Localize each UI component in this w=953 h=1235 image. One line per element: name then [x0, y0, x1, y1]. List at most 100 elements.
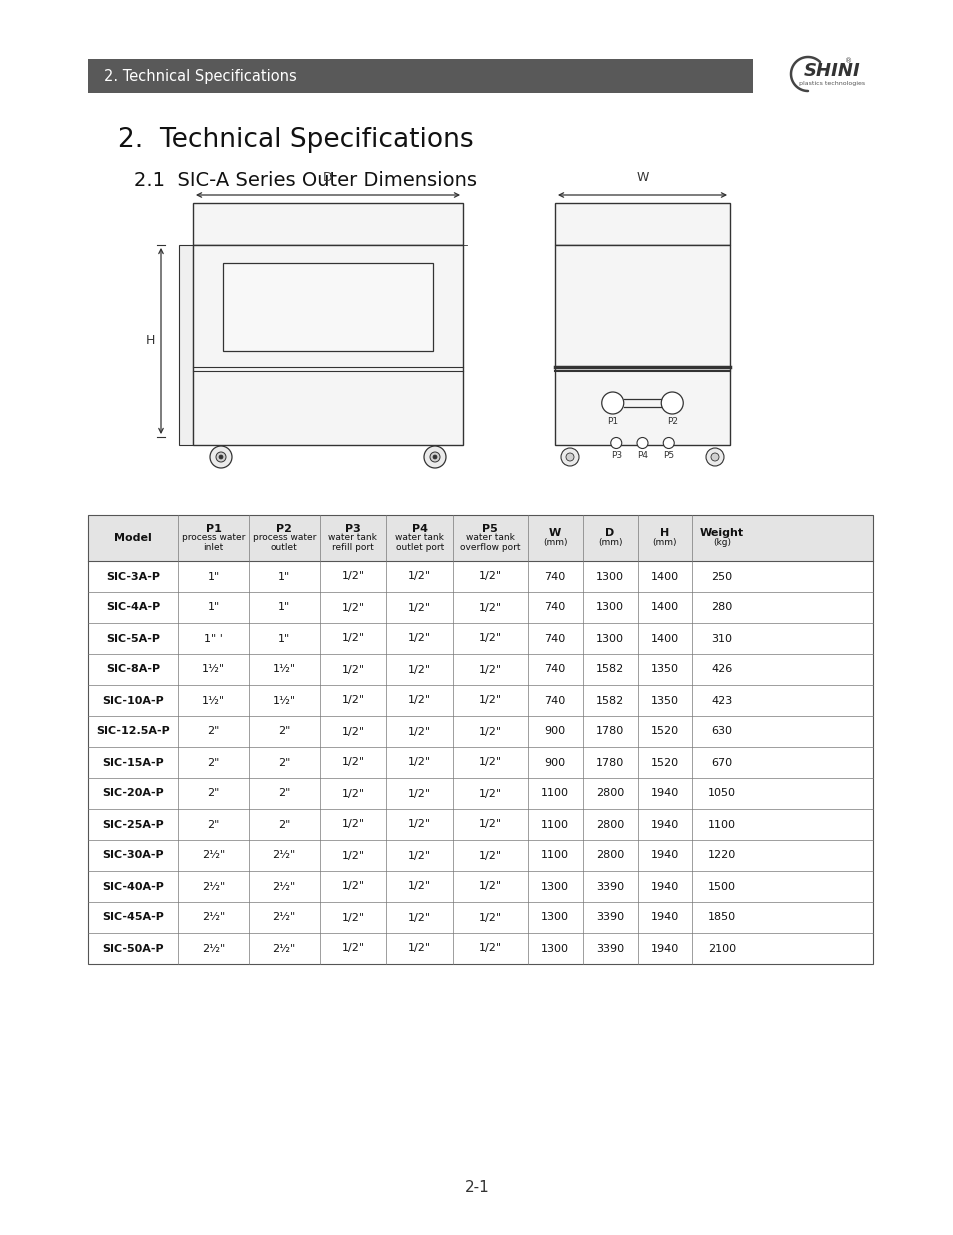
- Text: 426: 426: [711, 664, 732, 674]
- Text: 1/2": 1/2": [478, 944, 501, 953]
- Text: D: D: [323, 170, 333, 184]
- Text: 250: 250: [711, 572, 732, 582]
- Text: 1/2": 1/2": [478, 757, 501, 767]
- Text: P1: P1: [606, 416, 618, 426]
- Text: 1/2": 1/2": [478, 913, 501, 923]
- Text: 740: 740: [544, 695, 565, 705]
- Text: overflow port: overflow port: [459, 543, 520, 552]
- Text: P4: P4: [637, 452, 647, 461]
- Text: 1/2": 1/2": [408, 634, 431, 643]
- Text: D: D: [605, 529, 614, 538]
- Text: 1050: 1050: [707, 788, 735, 799]
- Text: SIC-5A-P: SIC-5A-P: [106, 634, 160, 643]
- Text: 1/2": 1/2": [341, 944, 364, 953]
- Text: 1300: 1300: [596, 572, 623, 582]
- Text: 1¹⁄₂": 1¹⁄₂": [202, 664, 225, 674]
- Text: 1520: 1520: [650, 757, 679, 767]
- Text: 1780: 1780: [596, 726, 623, 736]
- Text: 1940: 1940: [650, 851, 679, 861]
- Circle shape: [660, 391, 682, 414]
- Bar: [193, 203, 462, 245]
- Bar: [223, 263, 433, 267]
- Text: 1/2": 1/2": [408, 695, 431, 705]
- Text: 2800: 2800: [596, 788, 623, 799]
- Text: 3390: 3390: [596, 944, 623, 953]
- Text: SIC-40A-P: SIC-40A-P: [102, 882, 164, 892]
- Text: 2100: 2100: [707, 944, 735, 953]
- Text: 1¹⁄₂": 1¹⁄₂": [202, 695, 225, 705]
- Text: 1/2": 1/2": [408, 944, 431, 953]
- Text: 3390: 3390: [596, 913, 623, 923]
- Text: 1940: 1940: [650, 820, 679, 830]
- Text: 1300: 1300: [540, 913, 569, 923]
- Text: 280: 280: [711, 603, 732, 613]
- Text: P3: P3: [610, 452, 621, 461]
- Text: 1/2": 1/2": [478, 603, 501, 613]
- Text: 1/2": 1/2": [408, 572, 431, 582]
- Text: 1780: 1780: [596, 757, 623, 767]
- Text: 2¹⁄₂": 2¹⁄₂": [202, 944, 225, 953]
- Text: 670: 670: [711, 757, 732, 767]
- Circle shape: [601, 391, 623, 414]
- Text: 2¹⁄₂": 2¹⁄₂": [273, 851, 295, 861]
- Bar: [193, 245, 462, 445]
- Text: P5: P5: [662, 452, 674, 461]
- Text: 1/2": 1/2": [478, 851, 501, 861]
- Text: 1/2": 1/2": [408, 788, 431, 799]
- Text: P2: P2: [666, 416, 677, 426]
- Text: 2¹⁄₂": 2¹⁄₂": [202, 913, 225, 923]
- Bar: [555, 203, 729, 245]
- Text: 1500: 1500: [707, 882, 735, 892]
- Text: water tank: water tank: [465, 534, 515, 542]
- Circle shape: [215, 452, 226, 462]
- Text: 1400: 1400: [650, 572, 679, 582]
- Text: 2": 2": [277, 788, 290, 799]
- Text: 1300: 1300: [596, 634, 623, 643]
- Text: 1300: 1300: [596, 603, 623, 613]
- Bar: [88, 515, 872, 965]
- Text: 1582: 1582: [596, 695, 623, 705]
- Circle shape: [560, 448, 578, 466]
- Circle shape: [610, 437, 621, 448]
- Text: 1": 1": [278, 603, 290, 613]
- Text: SIC-3A-P: SIC-3A-P: [106, 572, 160, 582]
- Text: 1/2": 1/2": [478, 820, 501, 830]
- Text: 1520: 1520: [650, 726, 679, 736]
- Text: 1/2": 1/2": [478, 572, 501, 582]
- Text: 1300: 1300: [540, 882, 569, 892]
- Text: 1": 1": [207, 572, 219, 582]
- Text: 2": 2": [207, 788, 219, 799]
- Text: P4: P4: [412, 524, 427, 534]
- Text: 2800: 2800: [596, 851, 623, 861]
- Text: outlet port: outlet port: [395, 543, 443, 552]
- Bar: [179, 245, 193, 445]
- Text: 1/2": 1/2": [478, 664, 501, 674]
- Text: 1/2": 1/2": [341, 913, 364, 923]
- Text: 740: 740: [544, 572, 565, 582]
- Bar: [88, 59, 752, 93]
- Text: SIC-45A-P: SIC-45A-P: [102, 913, 164, 923]
- Text: 1/2": 1/2": [341, 572, 364, 582]
- Text: 1350: 1350: [650, 664, 679, 674]
- Text: 1/2": 1/2": [341, 664, 364, 674]
- Text: 1220: 1220: [707, 851, 736, 861]
- Text: SIC-20A-P: SIC-20A-P: [102, 788, 164, 799]
- Circle shape: [210, 446, 232, 468]
- Text: SIC-10A-P: SIC-10A-P: [102, 695, 164, 705]
- Text: 1¹⁄₂": 1¹⁄₂": [273, 695, 295, 705]
- Text: 1/2": 1/2": [478, 695, 501, 705]
- Text: outlet: outlet: [271, 543, 297, 552]
- Circle shape: [430, 452, 439, 462]
- Bar: [88, 561, 872, 965]
- Text: refill port: refill port: [332, 543, 374, 552]
- Text: 1/2": 1/2": [408, 820, 431, 830]
- Text: 1/2": 1/2": [478, 726, 501, 736]
- Text: plastics technologies: plastics technologies: [798, 80, 864, 85]
- Text: 1": 1": [278, 634, 290, 643]
- Text: inlet: inlet: [203, 543, 224, 552]
- Text: 2": 2": [207, 820, 219, 830]
- Text: 423: 423: [711, 695, 732, 705]
- Text: 1400: 1400: [650, 603, 679, 613]
- Text: (kg): (kg): [712, 538, 730, 547]
- Text: 2": 2": [207, 726, 219, 736]
